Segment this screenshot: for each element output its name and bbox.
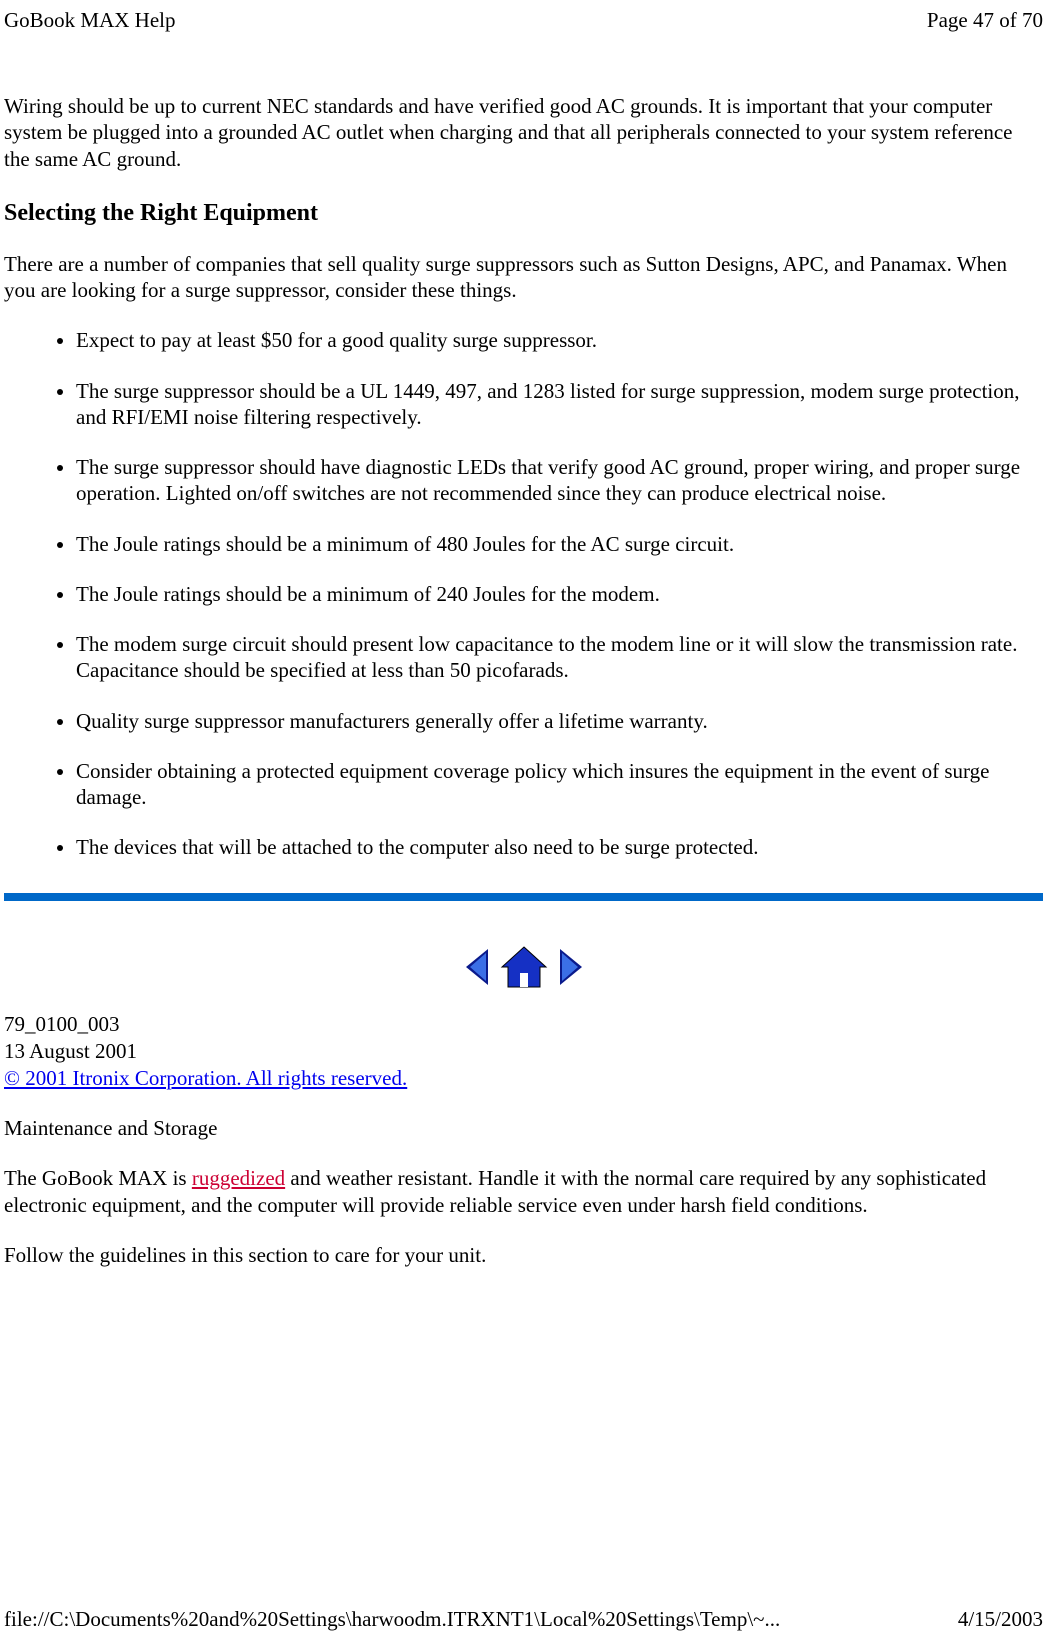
- ruggedized-link[interactable]: ruggedized: [192, 1166, 285, 1190]
- arrow-left-icon: [464, 947, 492, 987]
- list-item: The surge suppressor should have diagnos…: [76, 454, 1043, 507]
- section-title-maintenance: Maintenance and Storage: [4, 1116, 1043, 1141]
- header-left: GoBook MAX Help: [4, 8, 176, 33]
- nav-next-button[interactable]: [556, 947, 584, 987]
- doc-id: 79_0100_003: [4, 1011, 1043, 1038]
- doc-date: 13 August 2001: [4, 1038, 1043, 1065]
- divider-blue: [4, 893, 1043, 901]
- footer-date: 4/15/2003: [958, 1607, 1043, 1632]
- list-item: Expect to pay at least $50 for a good qu…: [76, 327, 1043, 353]
- list-item: The modem surge circuit should present l…: [76, 631, 1043, 684]
- footer-path: file://C:\Documents%20and%20Settings\har…: [4, 1607, 780, 1632]
- list-item: Quality surge suppressor manufacturers g…: [76, 708, 1043, 734]
- surge-suppressor-list: Expect to pay at least $50 for a good qu…: [4, 327, 1043, 860]
- list-item: The Joule ratings should be a minimum of…: [76, 581, 1043, 607]
- nav-home-button[interactable]: [500, 945, 548, 989]
- nav-prev-button[interactable]: [464, 947, 492, 987]
- list-item: The surge suppressor should be a UL 1449…: [76, 378, 1043, 431]
- paragraph-intro: There are a number of companies that sel…: [4, 251, 1043, 304]
- list-item: The Joule ratings should be a minimum of…: [76, 531, 1043, 557]
- header-page-number: Page 47 of 70: [927, 8, 1043, 33]
- arrow-right-icon: [556, 947, 584, 987]
- list-item: The devices that will be attached to the…: [76, 834, 1043, 860]
- home-icon: [500, 945, 548, 989]
- list-item: Consider obtaining a protected equipment…: [76, 758, 1043, 811]
- text-pre: The GoBook MAX is: [4, 1166, 192, 1190]
- copyright-link[interactable]: © 2001 Itronix Corporation. All rights r…: [4, 1066, 407, 1090]
- paragraph-ruggedized: The GoBook MAX is ruggedized and weather…: [4, 1165, 1043, 1218]
- paragraph-follow-guidelines: Follow the guidelines in this section to…: [4, 1242, 1043, 1268]
- paragraph-wiring: Wiring should be up to current NEC stand…: [4, 93, 1043, 172]
- nav-bar: [4, 945, 1043, 989]
- heading-selecting-equipment: Selecting the Right Equipment: [4, 200, 1043, 227]
